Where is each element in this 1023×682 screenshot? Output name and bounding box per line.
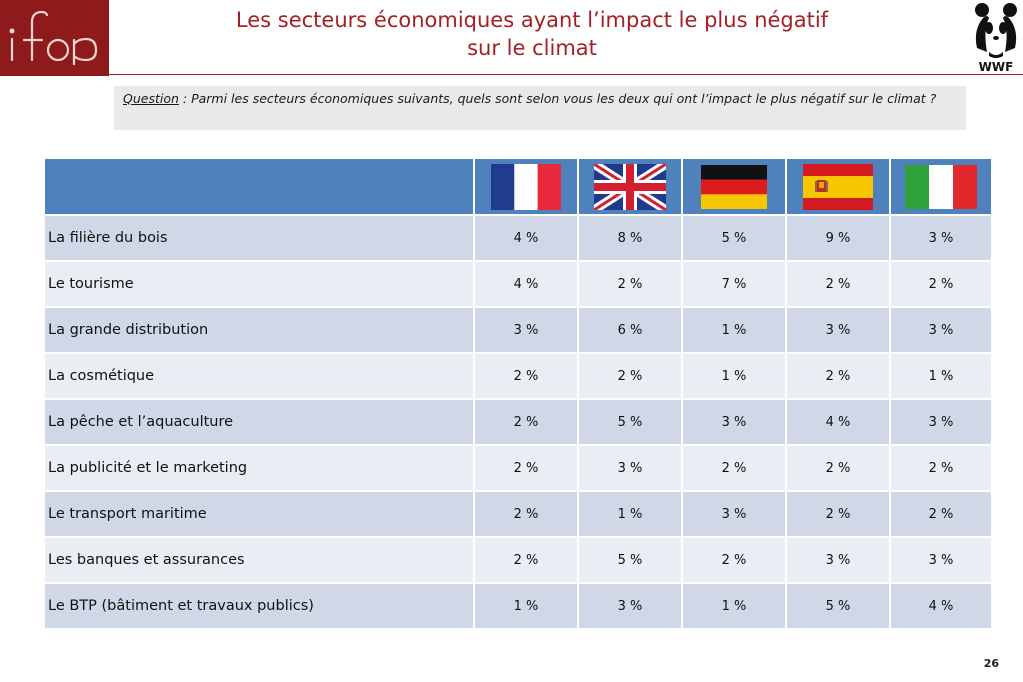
page-number: 26 (983, 657, 999, 670)
value-cell: 8 % (577, 214, 683, 262)
question-label: Question (123, 91, 179, 106)
header-france (473, 157, 579, 216)
value-cell: 1 % (681, 306, 787, 354)
table-row: La grande distribution 3 % 6 % 1 % 3 % 3 % (43, 306, 993, 354)
italy-flag-icon (905, 164, 977, 209)
value-cell: 2 % (889, 490, 993, 538)
sector-label: La filière du bois (43, 214, 475, 262)
value-cell: 3 % (785, 536, 891, 584)
table-row: La pêche et l’aquaculture 2 % 5 % 3 % 4 % 3 % (43, 398, 993, 446)
table-row: La filière du bois 4 % 8 % 5 % 9 % 3 % (43, 214, 993, 262)
value-cell: 4 % (473, 260, 579, 308)
wwf-logo: WWF (969, 0, 1023, 76)
table-row: La publicité et le marketing 2 % 3 % 2 % 2 %… (43, 444, 993, 492)
value-cell: 1 % (889, 352, 993, 400)
value-cell: 3 % (889, 398, 993, 446)
value-cell: 2 % (473, 398, 579, 446)
value-cell: 3 % (577, 444, 683, 492)
value-cell: 2 % (473, 352, 579, 400)
sector-label: Le tourisme (43, 260, 475, 308)
header-germany (681, 157, 787, 216)
value-cell: 2 % (785, 352, 891, 400)
sector-label: Les banques et assurances (43, 536, 475, 584)
value-cell: 2 % (889, 444, 993, 492)
value-cell: 6 % (577, 306, 683, 354)
value-cell: 5 % (577, 398, 683, 446)
sector-label: La pêche et l’aquaculture (43, 398, 475, 446)
value-cell: 3 % (681, 398, 787, 446)
value-cell: 2 % (577, 260, 683, 308)
value-cell: 5 % (577, 536, 683, 584)
header-uk (577, 157, 683, 216)
sector-label: La grande distribution (43, 306, 475, 354)
value-cell: 2 % (889, 260, 993, 308)
germany-flag-icon (701, 164, 767, 209)
sector-label: Le transport maritime (43, 490, 475, 538)
table-row: Le transport maritime 2 % 1 % 3 % 2 % 2 % (43, 490, 993, 538)
value-cell: 3 % (473, 306, 579, 354)
table-body: La filière du bois 4 % 8 % 5 % 9 % 3 % Le tour… (43, 214, 993, 630)
value-cell: 5 % (785, 582, 891, 630)
title-line-2: sur le climat (467, 36, 597, 60)
value-cell: 3 % (889, 306, 993, 354)
value-cell: 3 % (577, 582, 683, 630)
question-box: Question : Parmi les secteurs économique… (114, 86, 966, 130)
value-cell: 2 % (785, 444, 891, 492)
header-divider (109, 74, 1023, 75)
page-title: Les secteurs économiques ayant l’impact … (140, 6, 924, 62)
value-cell: 3 % (889, 214, 993, 262)
wwf-logo-text: WWF (979, 60, 1014, 74)
table-row: Le tourisme 4 % 2 % 7 % 2 % 2 % (43, 260, 993, 308)
value-cell: 2 % (681, 444, 787, 492)
question-text: : Parmi les secteurs économiques suivant… (178, 91, 937, 106)
table-row: La cosmétique 2 % 2 % 1 % 2 % 1 % (43, 352, 993, 400)
value-cell: 2 % (785, 490, 891, 538)
header-italy (889, 157, 993, 216)
value-cell: 1 % (681, 352, 787, 400)
header-spain (785, 157, 891, 216)
sector-label: La cosmétique (43, 352, 475, 400)
value-cell: 2 % (473, 536, 579, 584)
title-line-1: Les secteurs économiques ayant l’impact … (235, 8, 829, 32)
value-cell: 2 % (577, 352, 683, 400)
table-row: Le BTP (bâtiment et travaux publics) 1 % 3… (43, 582, 993, 630)
uk-flag-icon (594, 163, 666, 210)
value-cell: 3 % (785, 306, 891, 354)
sector-label: La publicité et le marketing (43, 444, 475, 492)
value-cell: 9 % (785, 214, 891, 262)
value-cell: 2 % (785, 260, 891, 308)
value-cell: 1 % (681, 582, 787, 630)
value-cell: 7 % (681, 260, 787, 308)
spain-flag-icon (803, 163, 873, 210)
value-cell: 2 % (681, 536, 787, 584)
value-cell: 5 % (681, 214, 787, 262)
value-cell: 2 % (473, 490, 579, 538)
results-table: La filière du bois 4 % 8 % 5 % 9 % 3 % Le tour… (43, 157, 993, 630)
france-flag-icon (491, 163, 561, 210)
value-cell: 4 % (889, 582, 993, 630)
table-row: Les banques et assurances 2 % 5 % 2 % 3 % 3 % (43, 536, 993, 584)
value-cell: 1 % (473, 582, 579, 630)
table-header-row (43, 157, 993, 216)
value-cell: 3 % (681, 490, 787, 538)
value-cell: 1 % (577, 490, 683, 538)
value-cell: 4 % (473, 214, 579, 262)
sector-label: Le BTP (bâtiment et travaux publics) (43, 582, 475, 630)
value-cell: 3 % (889, 536, 993, 584)
value-cell: 2 % (473, 444, 579, 492)
ifop-logo (0, 0, 109, 76)
header-empty-cell (43, 157, 475, 216)
value-cell: 4 % (785, 398, 891, 446)
